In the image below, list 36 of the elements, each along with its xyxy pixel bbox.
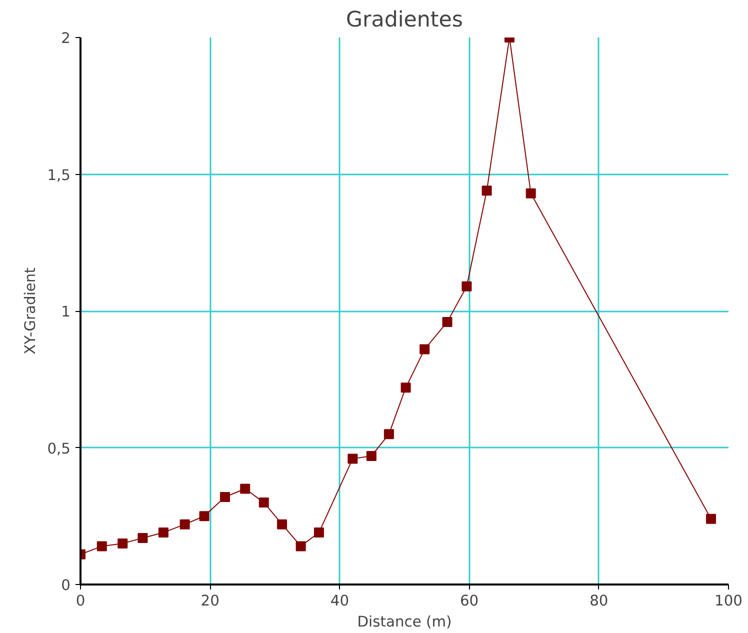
point xyxy=(420,344,430,354)
x-axis-title: Distance (m) xyxy=(357,614,452,630)
point xyxy=(96,541,107,552)
x-tick-label: 100 xyxy=(714,592,742,610)
point xyxy=(240,484,250,494)
x-tick-label: 40 xyxy=(330,592,350,610)
point xyxy=(220,492,230,502)
point xyxy=(366,450,376,461)
x-tick-label: 0 xyxy=(76,592,86,610)
chart-title: Gradientes xyxy=(346,8,464,32)
point xyxy=(348,454,358,464)
point xyxy=(138,533,148,544)
y-axis-title: XY-Gradient xyxy=(22,267,40,354)
point xyxy=(296,541,306,552)
y-tick-label: 0 xyxy=(61,577,71,594)
y-tick-label: 2 xyxy=(61,30,71,47)
point xyxy=(442,316,452,327)
point xyxy=(118,538,128,548)
point xyxy=(706,514,716,524)
point xyxy=(199,511,210,522)
point xyxy=(482,186,492,196)
y-tick-label: 1,5 xyxy=(47,166,71,184)
x-tick-label: 80 xyxy=(590,592,608,610)
point xyxy=(314,528,324,538)
point xyxy=(180,519,190,530)
point xyxy=(158,528,168,538)
point xyxy=(462,281,472,292)
point xyxy=(258,497,269,508)
x-tick-label: 60 xyxy=(460,592,479,610)
point xyxy=(400,382,411,393)
y-tick-label: 0,5 xyxy=(47,440,71,458)
point xyxy=(526,188,536,198)
y-tick-label: 1 xyxy=(61,304,71,320)
point xyxy=(384,429,394,440)
x-tick-label: 20 xyxy=(200,592,220,610)
point xyxy=(277,519,288,530)
